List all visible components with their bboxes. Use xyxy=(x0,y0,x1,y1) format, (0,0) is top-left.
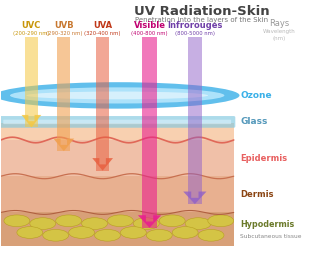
FancyBboxPatch shape xyxy=(0,116,235,128)
Ellipse shape xyxy=(95,229,121,241)
FancyArrow shape xyxy=(53,139,74,151)
Text: Epidermis: Epidermis xyxy=(240,154,287,163)
FancyBboxPatch shape xyxy=(3,120,231,124)
Ellipse shape xyxy=(146,229,172,241)
Ellipse shape xyxy=(10,87,224,104)
Ellipse shape xyxy=(43,229,69,241)
Text: UVB: UVB xyxy=(54,21,73,30)
Text: (320-400 nm): (320-400 nm) xyxy=(84,31,121,36)
Bar xyxy=(1,213,234,246)
Ellipse shape xyxy=(4,215,30,227)
Ellipse shape xyxy=(121,227,146,238)
Text: Rays: Rays xyxy=(269,19,289,28)
Bar xyxy=(142,37,157,228)
Ellipse shape xyxy=(172,227,198,238)
Text: Hypodermis: Hypodermis xyxy=(240,220,294,230)
FancyArrow shape xyxy=(138,215,161,228)
Bar xyxy=(25,37,38,127)
FancyArrow shape xyxy=(92,158,113,171)
Ellipse shape xyxy=(69,227,95,238)
Text: (nm): (nm) xyxy=(272,36,286,41)
Ellipse shape xyxy=(30,218,56,229)
Text: Penetration into the layers of the Skin: Penetration into the layers of the Skin xyxy=(135,17,268,24)
Text: Visible: Visible xyxy=(134,21,165,30)
Bar xyxy=(188,37,202,204)
Ellipse shape xyxy=(0,82,240,109)
Text: Infrorouges: Infrorouges xyxy=(167,21,223,30)
Bar xyxy=(1,123,234,140)
Text: UVA: UVA xyxy=(93,21,112,30)
Ellipse shape xyxy=(56,215,82,227)
Text: UVC: UVC xyxy=(22,21,41,30)
Text: Wavelength: Wavelength xyxy=(263,29,295,34)
Ellipse shape xyxy=(185,218,211,229)
Ellipse shape xyxy=(208,215,234,227)
FancyArrow shape xyxy=(183,192,206,204)
Bar xyxy=(96,37,109,171)
Ellipse shape xyxy=(82,218,108,229)
Ellipse shape xyxy=(17,227,43,238)
Ellipse shape xyxy=(26,92,208,99)
Text: (290-320 nm): (290-320 nm) xyxy=(46,31,82,36)
Text: Ozone: Ozone xyxy=(240,91,272,100)
Text: (800-5000 nm): (800-5000 nm) xyxy=(175,31,215,36)
Text: Dermis: Dermis xyxy=(240,190,274,199)
Ellipse shape xyxy=(198,229,224,241)
Text: Subcutaneous tissue: Subcutaneous tissue xyxy=(240,234,302,239)
Text: UV Radiation-Skin: UV Radiation-Skin xyxy=(134,5,269,18)
Bar xyxy=(1,140,234,176)
Ellipse shape xyxy=(108,215,133,227)
Bar xyxy=(57,37,70,151)
Bar xyxy=(1,176,234,213)
Ellipse shape xyxy=(159,215,185,227)
Text: (200-290 nm): (200-290 nm) xyxy=(13,31,50,36)
FancyArrow shape xyxy=(21,115,41,127)
Text: (400-800 nm): (400-800 nm) xyxy=(131,31,168,36)
Text: Glass: Glass xyxy=(240,117,267,126)
Ellipse shape xyxy=(133,218,159,229)
